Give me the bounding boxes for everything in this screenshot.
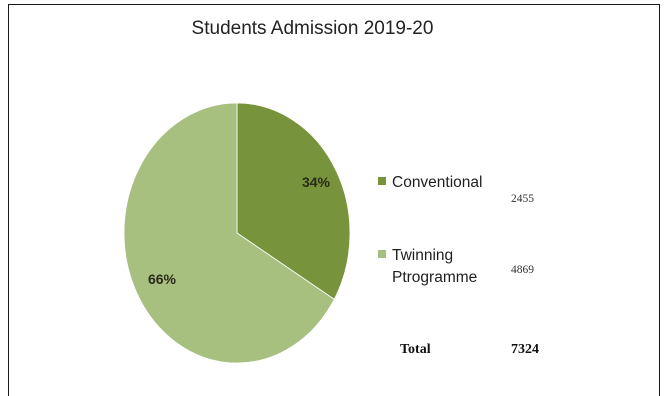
slice-label-twinning: 66% [148,271,177,287]
legend-item-conventional: Conventional [378,172,482,194]
chart-title: Students Admission 2019-20 [191,18,434,39]
legend-swatch-conventional [378,176,386,185]
legend-label-twinning-line2: Ptrogramme [392,269,478,286]
legend-label-twinning-line1: Twinning [392,247,454,264]
slice-label-conventional: 34% [302,174,331,190]
legend-label-conventional: Conventional [392,174,483,191]
pie-slice-conventional [236,102,351,300]
total-value: 7324 [511,342,539,357]
count-twinning: 4869 [511,264,534,276]
total-label: Total [400,342,431,357]
count-conventional: 2455 [511,193,534,205]
legend-swatch-twinning [378,249,386,258]
pie-slice-twinning [123,102,335,364]
legend-item-twinning: Twinning Ptrogramme [378,245,477,289]
chart-frame [8,4,660,396]
